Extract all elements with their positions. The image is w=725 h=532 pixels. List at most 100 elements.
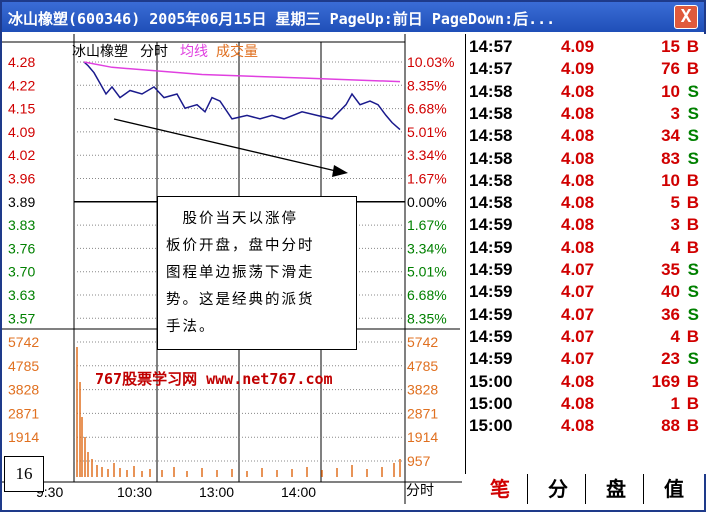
trade-price: 4.08 xyxy=(561,193,595,213)
trade-side: B xyxy=(686,59,699,79)
volume-tick-label: 5742 xyxy=(8,334,39,350)
trade-time: 14:59 xyxy=(469,282,513,302)
trade-side: B xyxy=(686,326,699,346)
trade-side: S xyxy=(687,349,699,369)
trade-volume: 83 xyxy=(661,148,680,168)
volume-tick-label-right: 5742 xyxy=(407,334,438,350)
volume-tick-label: 3828 xyxy=(8,382,39,398)
trade-side: S xyxy=(687,282,699,302)
trade-volume: 5 xyxy=(670,193,680,213)
price-tick-label: 4.22 xyxy=(8,77,35,93)
trade-price: 4.08 xyxy=(561,393,595,413)
panel-tabs: 笔分盘值 xyxy=(465,474,705,504)
trade-row: 14:57 4.09 76 B xyxy=(466,58,704,80)
trade-time: 14:59 xyxy=(469,260,513,279)
volume-tick-label-right: 4785 xyxy=(407,358,438,374)
trade-volume: 169 xyxy=(651,371,680,391)
trade-side: S xyxy=(687,126,699,146)
tab-0[interactable]: 笔 xyxy=(490,477,510,501)
trade-side: B xyxy=(686,371,699,391)
trade-price: 4.08 xyxy=(561,237,595,257)
trade-price: 4.08 xyxy=(561,126,595,146)
trade-row: 14:58 4.08 34 S xyxy=(466,125,704,147)
trade-row: 14:58 4.08 10 S xyxy=(466,81,704,103)
trend-arrow-head xyxy=(332,165,348,177)
trade-row: 14:59 4.07 23 S xyxy=(466,348,704,370)
trade-volume: 1 xyxy=(670,393,680,413)
trade-row: 14:59 4.08 3 B xyxy=(466,214,704,236)
trade-side: S xyxy=(687,103,699,123)
trade-side: S xyxy=(687,148,699,168)
trade-volume: 88 xyxy=(661,416,680,436)
price-tick-label: 3.89 xyxy=(8,194,35,210)
trade-time: 14:59 xyxy=(469,349,513,369)
trade-side: B xyxy=(686,37,699,56)
trade-row: 14:57 4.09 15 B xyxy=(466,36,704,58)
price-tick-label: 3.57 xyxy=(8,310,35,326)
price-tick-label: 3.70 xyxy=(8,264,35,280)
price-tick-label: 3.83 xyxy=(8,217,35,233)
trade-side: B xyxy=(686,416,699,436)
annotation-line: 势。这是经典的派货 xyxy=(166,292,315,308)
trade-side: B xyxy=(686,170,699,190)
trade-side: S xyxy=(687,260,699,279)
pct-tick-label: 6.68% xyxy=(407,287,447,303)
trade-volume: 10 xyxy=(661,81,680,101)
trade-row: 15:00 4.08 1 B xyxy=(466,393,704,415)
trade-time: 14:58 xyxy=(469,126,513,146)
trade-side: B xyxy=(686,237,699,257)
tab-3[interactable]: 值 xyxy=(664,477,684,501)
trade-price: 4.08 xyxy=(561,103,595,123)
trade-time: 14:58 xyxy=(469,81,513,101)
close-button[interactable]: X xyxy=(674,5,698,29)
volume-tick-label-right: 1914 xyxy=(407,429,438,445)
annotation-line: 手法。 xyxy=(166,319,216,335)
volume-tick-label: 2871 xyxy=(8,405,39,421)
trade-price: 4.08 xyxy=(561,371,595,391)
tab-separator xyxy=(527,474,528,504)
trade-time: 14:59 xyxy=(469,237,513,257)
trade-volume: 15 xyxy=(661,37,680,56)
trade-volume: 35 xyxy=(661,260,680,279)
trade-time: 14:58 xyxy=(469,193,513,213)
pct-tick-label: 8.35% xyxy=(407,310,447,326)
price-tick-label: 3.96 xyxy=(8,171,35,187)
tab-1[interactable]: 分 xyxy=(548,477,568,501)
pct-tick-label: 0.00% xyxy=(407,194,447,210)
pct-tick-label: 5.01% xyxy=(407,264,447,280)
trade-time: 14:57 xyxy=(469,37,513,56)
price-tick-label: 4.15 xyxy=(8,101,35,117)
trend-arrow-line xyxy=(113,118,337,172)
tab-2[interactable]: 盘 xyxy=(606,477,626,501)
chart-legend-label: 分时 xyxy=(140,44,168,60)
trade-volume: 76 xyxy=(661,59,680,79)
trade-volume: 40 xyxy=(661,282,680,302)
trade-price: 4.09 xyxy=(561,59,595,79)
trade-time: 14:59 xyxy=(469,215,513,235)
trade-side: S xyxy=(687,81,699,101)
trade-side: B xyxy=(686,215,699,235)
trade-time: 15:00 xyxy=(469,416,513,436)
trade-detail-list[interactable]: 14:57 4.09 15 B 14:57 4.09 76 B 14:58 4.08 10 S 14:5… xyxy=(465,34,706,474)
pct-tick-label: 1.67% xyxy=(407,171,447,187)
trade-volume: 10 xyxy=(661,170,680,190)
trade-volume: 4 xyxy=(670,237,680,257)
trade-price: 4.07 xyxy=(561,260,595,279)
price-tick-label: 3.63 xyxy=(8,287,35,303)
trade-price: 4.08 xyxy=(561,416,595,436)
trade-volume: 3 xyxy=(670,215,680,235)
trade-price: 4.09 xyxy=(561,37,595,56)
pct-tick-label: 3.34% xyxy=(407,240,447,256)
average-line xyxy=(83,61,401,83)
pct-tick-label: 5.01% xyxy=(407,124,447,140)
trade-row: 14:59 4.07 36 S xyxy=(466,304,704,326)
trade-volume: 23 xyxy=(661,349,680,369)
trade-row: 14:58 4.08 10 B xyxy=(466,170,704,192)
trade-row: 14:59 4.08 4 B xyxy=(466,237,704,259)
trade-volume: 4 xyxy=(670,326,680,346)
chart-mode-label[interactable]: 分时 xyxy=(406,483,434,499)
tab-separator xyxy=(643,474,644,504)
trade-side: S xyxy=(687,304,699,324)
pct-tick-label: 6.68% xyxy=(407,101,447,117)
trade-row: 15:00 4.08 88 B xyxy=(466,415,704,437)
